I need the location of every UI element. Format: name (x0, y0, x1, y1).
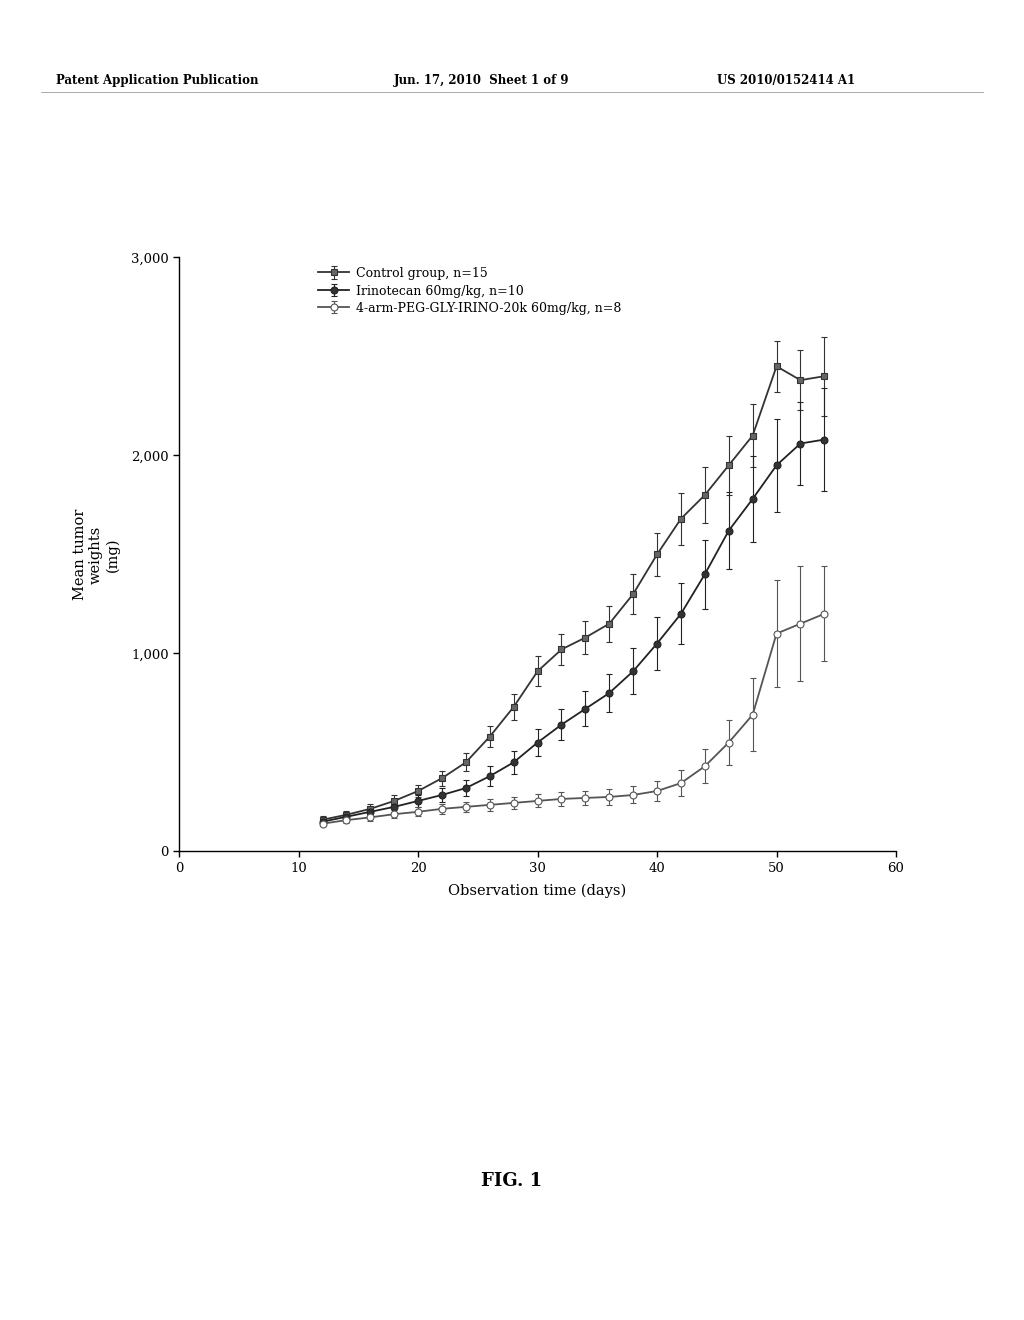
X-axis label: Observation time (days): Observation time (days) (449, 883, 627, 898)
Text: Jun. 17, 2010  Sheet 1 of 9: Jun. 17, 2010 Sheet 1 of 9 (394, 74, 569, 87)
Legend: Control group, n=15, Irinotecan 60mg/kg, n=10, 4-arm-PEG-GLY-IRINO-20k 60mg/kg, : Control group, n=15, Irinotecan 60mg/kg,… (314, 264, 625, 319)
Text: FIG. 1: FIG. 1 (481, 1172, 543, 1191)
Text: Patent Application Publication: Patent Application Publication (56, 74, 259, 87)
Y-axis label: Mean tumor
weights
(mg): Mean tumor weights (mg) (73, 508, 120, 601)
Text: US 2010/0152414 A1: US 2010/0152414 A1 (717, 74, 855, 87)
